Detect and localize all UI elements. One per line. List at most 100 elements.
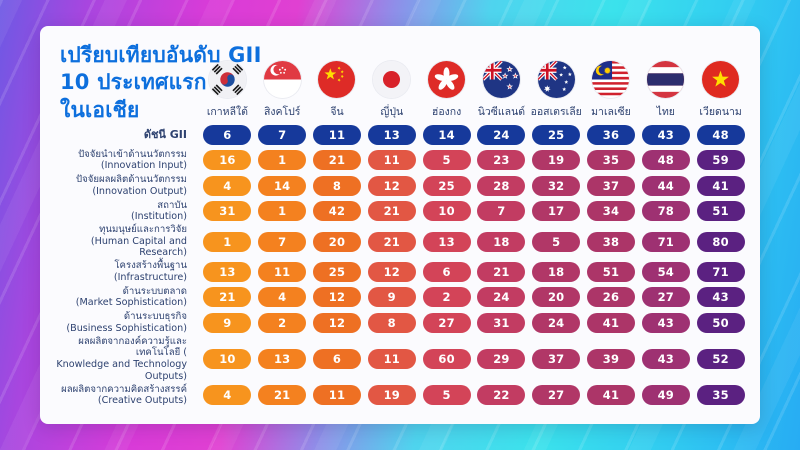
rank-pill: 20 bbox=[312, 231, 361, 252]
rank-pill: 21 bbox=[367, 201, 416, 222]
rank-cell: 14 bbox=[255, 175, 310, 196]
rank-cell: 25 bbox=[529, 124, 584, 145]
rank-pill: 24 bbox=[532, 312, 581, 333]
rank-pill: 41 bbox=[586, 312, 635, 333]
rank-cell: 4 bbox=[255, 287, 310, 308]
column-header-australia: ออสเตรเลีย bbox=[529, 38, 584, 122]
rank-pill: 38 bbox=[586, 231, 635, 252]
flag-new-zealand-icon bbox=[482, 61, 520, 98]
rank-cell: 16 bbox=[200, 150, 255, 171]
rank-cell: 27 bbox=[419, 312, 474, 333]
rank-cell: 8 bbox=[310, 175, 365, 196]
country-name: ออสเตรเลีย bbox=[530, 106, 582, 118]
rank-pill: 59 bbox=[696, 150, 745, 171]
rank-pill: 19 bbox=[367, 385, 416, 406]
rank-cell: 7 bbox=[474, 201, 529, 222]
rank-pill: 71 bbox=[696, 261, 745, 282]
row-label: สถาบัน (Institution) bbox=[50, 200, 200, 223]
rank-cell: 11 bbox=[364, 349, 419, 370]
rank-cell: 11 bbox=[255, 261, 310, 282]
row-label-english: (Creative Outputs) bbox=[97, 395, 187, 407]
country-name: เวียดนาม bbox=[699, 106, 742, 118]
rank-cell: 21 bbox=[200, 287, 255, 308]
row-label-english: Knowledge and Technology Outputs) bbox=[56, 359, 187, 382]
rank-pill: 34 bbox=[586, 201, 635, 222]
rank-cell: 1 bbox=[255, 201, 310, 222]
rank-cell: 41 bbox=[584, 312, 639, 333]
rank-cell: 37 bbox=[584, 175, 639, 196]
rank-cell: 13 bbox=[364, 124, 419, 145]
rank-cell: 2 bbox=[419, 287, 474, 308]
rank-pill: 9 bbox=[367, 287, 416, 308]
rank-cell: 29 bbox=[474, 349, 529, 370]
row-label-english: (Innovation Input) bbox=[100, 160, 187, 172]
row-label-english: (Institution) bbox=[130, 211, 187, 223]
rank-pill: 7 bbox=[258, 124, 307, 145]
rank-cell: 27 bbox=[529, 385, 584, 406]
row-label: ด้านระบบธุรกิจ (Business Sophistication) bbox=[50, 311, 200, 334]
rank-pill: 21 bbox=[312, 150, 361, 171]
rank-pill: 11 bbox=[312, 385, 361, 406]
rank-pill: 24 bbox=[477, 287, 526, 308]
rank-pill: 25 bbox=[312, 261, 361, 282]
rank-cell: 21 bbox=[364, 201, 419, 222]
rank-cell: 38 bbox=[584, 231, 639, 252]
rank-cell: 37 bbox=[529, 349, 584, 370]
rank-pill: 7 bbox=[258, 231, 307, 252]
rank-cell: 5 bbox=[419, 150, 474, 171]
rank-cell: 54 bbox=[638, 261, 693, 282]
rank-pill: 7 bbox=[477, 201, 526, 222]
rank-pill: 54 bbox=[641, 261, 690, 282]
flag-singapore-icon bbox=[263, 61, 301, 98]
rank-cell: 11 bbox=[364, 150, 419, 171]
rank-pill: 60 bbox=[422, 349, 471, 370]
rank-pill: 10 bbox=[422, 201, 471, 222]
rank-pill: 17 bbox=[532, 201, 581, 222]
rank-pill: 1 bbox=[203, 231, 252, 252]
rank-cell: 43 bbox=[638, 349, 693, 370]
rank-pill: 21 bbox=[367, 231, 416, 252]
rank-pill: 18 bbox=[477, 231, 526, 252]
row-label-thai: ผลผลิตจากความคิดสร้างสรรค์ bbox=[61, 383, 187, 395]
rank-pill: 13 bbox=[258, 349, 307, 370]
row-label: ปัจจัยนำเข้าด้านนวัตกรรม (Innovation Inpu… bbox=[50, 149, 200, 172]
rank-cell: 24 bbox=[474, 287, 529, 308]
rank-pill: 12 bbox=[367, 175, 416, 196]
rank-pill: 52 bbox=[696, 349, 745, 370]
country-name: ไทย bbox=[656, 106, 675, 118]
row-label-thai: ด้านระบบธุรกิจ bbox=[123, 311, 187, 323]
rank-pill: 5 bbox=[532, 231, 581, 252]
rank-pill: 43 bbox=[641, 124, 690, 145]
rank-cell: 52 bbox=[693, 349, 748, 370]
flag-south-korea-icon bbox=[208, 61, 246, 98]
rank-pill: 37 bbox=[586, 175, 635, 196]
flag-china-icon bbox=[318, 61, 356, 98]
rank-cell: 39 bbox=[584, 349, 639, 370]
rank-cell: 36 bbox=[584, 124, 639, 145]
rank-cell: 8 bbox=[364, 312, 419, 333]
title-line-2: 10 ประเทศแรก bbox=[60, 70, 207, 95]
row-label-thai: ด้านระบบตลาด bbox=[122, 285, 187, 297]
rank-pill: 2 bbox=[422, 287, 471, 308]
rank-cell: 18 bbox=[529, 261, 584, 282]
rank-pill: 37 bbox=[532, 349, 581, 370]
rank-pill: 49 bbox=[641, 385, 690, 406]
row-label-english: (Market Sophistication) bbox=[75, 297, 187, 309]
rank-cell: 48 bbox=[693, 124, 748, 145]
rank-cell: 41 bbox=[584, 385, 639, 406]
rank-cell: 6 bbox=[200, 124, 255, 145]
rank-pill: 4 bbox=[258, 287, 307, 308]
row-label-thai: สถาบัน bbox=[157, 199, 187, 211]
rank-pill: 44 bbox=[641, 175, 690, 196]
rank-cell: 71 bbox=[693, 261, 748, 282]
rank-cell: 19 bbox=[364, 385, 419, 406]
rank-pill: 27 bbox=[641, 287, 690, 308]
row-label: ทุนมนุษย์และการวิจัย (Human Capital and R… bbox=[50, 224, 200, 259]
rank-cell: 51 bbox=[693, 201, 748, 222]
rank-cell: 13 bbox=[200, 261, 255, 282]
column-header-hong-kong: ฮ่องกง bbox=[419, 38, 474, 122]
rank-cell: 20 bbox=[529, 287, 584, 308]
rank-pill: 43 bbox=[641, 312, 690, 333]
rank-pill: 32 bbox=[532, 175, 581, 196]
rank-cell: 11 bbox=[310, 124, 365, 145]
